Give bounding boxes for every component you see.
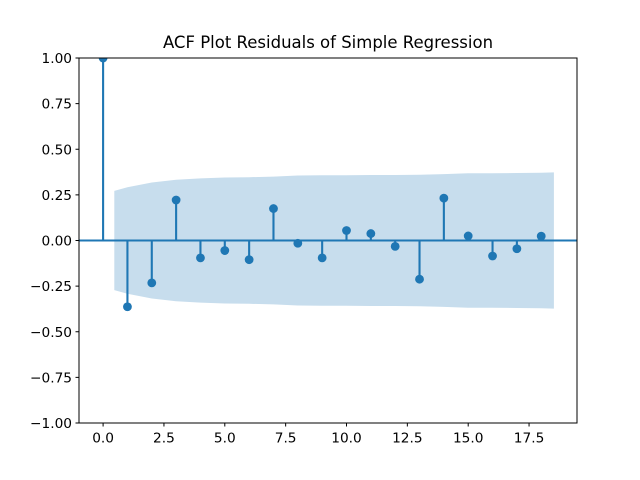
acf-marker: [366, 229, 376, 238]
acf-marker: [415, 274, 424, 284]
acf-marker: [147, 278, 157, 288]
axes-layer: 0.0 2.5 5.0 7.5 10.0 12.5 15.0 17.5 1.00 0.75 0.50…: [30, 51, 578, 447]
y-tick-label: −0.75: [30, 370, 72, 386]
x-tick-label: 17.5: [514, 431, 544, 447]
acf-marker: [536, 231, 546, 241]
acf-marker: [512, 244, 522, 254]
acf-marker: [463, 231, 473, 241]
acf-marker: [439, 193, 449, 203]
x-tick-label: 7.5: [275, 431, 297, 447]
x-tick-label: 10.0: [331, 431, 361, 447]
y-tick-label: 1.00: [42, 51, 72, 67]
acf-marker: [342, 226, 351, 235]
x-tick-label: 2.5: [153, 431, 175, 447]
acf-marker: [98, 58, 108, 63]
y-tick-label: −0.25: [30, 279, 72, 295]
y-tick-label: 0.00: [42, 234, 72, 250]
y-tick-label: 0.50: [42, 142, 72, 158]
x-tick-label: 5.0: [214, 431, 236, 447]
acf-marker: [488, 251, 497, 261]
y-tick-label: −1.00: [30, 416, 72, 432]
chart-title: ACF Plot Residuals of Simple Regression: [163, 33, 493, 52]
acf-marker: [293, 238, 303, 248]
acf-marker: [171, 195, 181, 205]
y-tick-label: 0.75: [42, 97, 72, 113]
acf-marker: [269, 204, 278, 213]
y-tick-label: −0.50: [30, 325, 72, 341]
acf-marker: [196, 253, 205, 263]
acf-marker: [390, 241, 400, 251]
x-tick-label: 15.0: [453, 431, 483, 447]
x-tick-label: 12.5: [392, 431, 422, 447]
acf-marker: [244, 255, 254, 265]
y-tick-label: 0.25: [42, 188, 72, 204]
acf-marker: [220, 246, 230, 255]
stem-layer: [79, 58, 577, 312]
x-tick-label: 0.0: [92, 431, 114, 447]
acf-marker: [317, 253, 327, 263]
acf-marker: [123, 302, 132, 312]
